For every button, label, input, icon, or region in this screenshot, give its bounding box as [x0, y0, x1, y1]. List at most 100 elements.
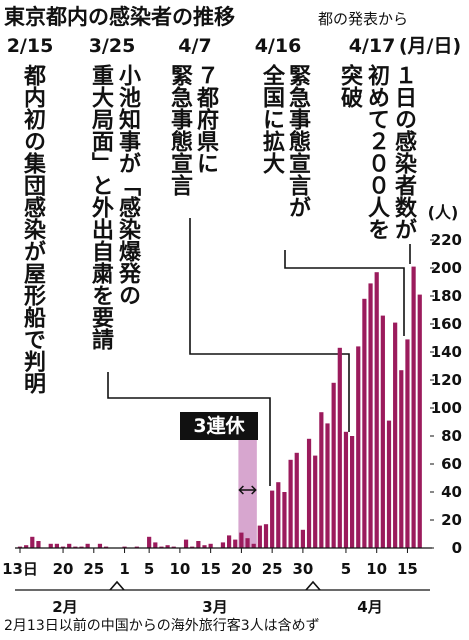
bar — [331, 382, 336, 548]
x-tick-label: 25 — [83, 560, 104, 578]
date-format-label: (月/日) — [399, 35, 461, 57]
x-tick-label: 15 — [200, 560, 221, 578]
bar — [159, 546, 164, 548]
annotation-text: 都内初の集団感染が屋形船で判明 — [20, 64, 47, 395]
bar — [313, 455, 318, 548]
chart-title: 東京都内の感染者の推移 — [4, 5, 235, 29]
x-tick-label: 20 — [231, 560, 252, 578]
bar — [405, 339, 410, 548]
bar — [48, 543, 53, 548]
bar — [270, 490, 275, 548]
holiday-label: 3連休 — [193, 414, 245, 437]
annotation-text: 小池知事が「感染爆発の — [115, 64, 142, 306]
bar — [97, 543, 103, 548]
bar — [147, 536, 152, 548]
annotation-text: 全国に拡大 — [259, 63, 286, 175]
bar — [350, 436, 355, 548]
bar — [356, 346, 361, 548]
x-tick-label: 10 — [169, 560, 190, 578]
bar — [183, 539, 189, 548]
x-tick-label: 13日 — [2, 560, 38, 578]
bar — [17, 546, 23, 548]
bar — [245, 538, 250, 548]
y-tick-label: 200 — [431, 259, 462, 277]
y-tick-label: 0 — [452, 539, 462, 557]
bar — [374, 272, 379, 548]
bar — [257, 525, 262, 548]
bar — [417, 294, 422, 548]
bar — [368, 283, 373, 548]
month-divider — [109, 580, 125, 591]
x-tick-label: 10 — [366, 560, 387, 578]
bar — [122, 546, 127, 548]
y-tick-label: 20 — [441, 511, 462, 529]
x-tick-label: 30 — [292, 560, 313, 578]
bar — [73, 546, 78, 548]
annotation-date: 4/17 — [349, 35, 396, 57]
chart-subtitle: 都の発表から — [318, 10, 408, 28]
y-tick-label: 80 — [441, 427, 462, 445]
annotation-date: 3/25 — [89, 35, 136, 57]
bar — [282, 492, 287, 548]
footnote: 2月13日以前の中国からの海外旅行客3人は含めず — [4, 617, 320, 634]
annotation-text: 初めて２００人を — [364, 63, 390, 240]
bar — [288, 459, 293, 548]
y-tick-label: 160 — [431, 315, 462, 333]
bar — [60, 546, 66, 548]
bar — [233, 539, 238, 548]
bar — [227, 535, 232, 548]
bar — [380, 315, 385, 548]
bar — [220, 542, 226, 548]
y-tick-label: 140 — [431, 343, 462, 361]
x-tick-label: 15 — [397, 560, 418, 578]
leader-line — [107, 372, 271, 486]
month-label: 3月 — [202, 598, 227, 616]
bar — [171, 546, 176, 548]
annotation-text: １日の感染者数が — [391, 64, 418, 240]
leader-line — [284, 250, 405, 336]
bar — [202, 545, 207, 548]
bar — [337, 347, 342, 548]
bar — [30, 536, 35, 548]
bar — [411, 266, 416, 548]
bar — [343, 431, 349, 548]
bar — [54, 543, 59, 548]
y-tick-label: 60 — [441, 455, 462, 473]
bar — [24, 545, 29, 548]
bar — [36, 541, 41, 548]
bar — [85, 543, 90, 548]
annotation-text: 緊急事態宣言 — [167, 64, 193, 196]
bar — [300, 529, 305, 548]
annotation-text: 突破 — [337, 63, 363, 109]
month-label: 4月 — [357, 598, 382, 616]
bar — [325, 423, 330, 548]
bar — [386, 420, 392, 548]
y-tick-label: 180 — [431, 287, 462, 305]
annotation-text: 重大局面」と外出自粛を要請 — [88, 64, 115, 350]
bar — [208, 543, 213, 548]
bar — [294, 452, 299, 548]
y-tick-label: 40 — [441, 483, 462, 501]
annotation-date: 4/16 — [255, 35, 302, 57]
bar — [239, 532, 244, 548]
x-tick-label: 5 — [341, 560, 351, 578]
bar — [362, 298, 367, 548]
bar — [67, 543, 72, 548]
leader-line — [189, 218, 350, 432]
unit-label: (人) — [428, 203, 459, 222]
x-tick-label: 5 — [144, 560, 154, 578]
y-tick-label: 120 — [431, 371, 462, 389]
bar — [263, 524, 269, 548]
bar — [134, 546, 139, 548]
x-tick-label: 1 — [119, 560, 129, 578]
holiday-box — [180, 412, 258, 440]
bar — [196, 541, 201, 548]
month-label: 2月 — [52, 598, 77, 616]
holiday-band — [238, 440, 257, 548]
bar — [393, 322, 398, 548]
y-tick-label: 100 — [431, 399, 462, 417]
x-tick-label: 25 — [262, 560, 283, 578]
month-divider — [305, 580, 321, 591]
bar — [153, 542, 158, 548]
